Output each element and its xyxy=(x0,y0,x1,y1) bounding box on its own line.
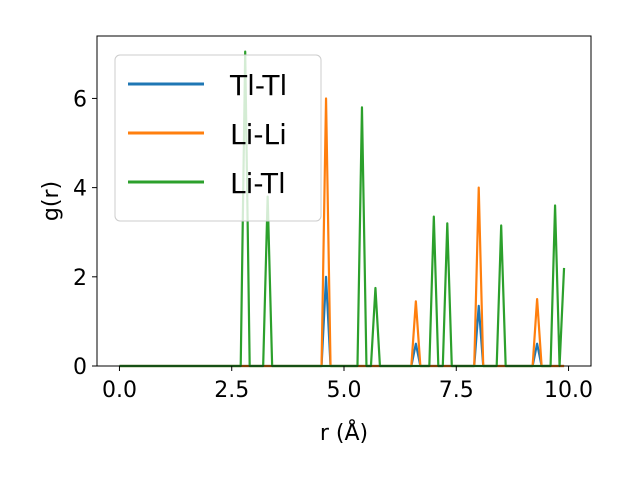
legend-box xyxy=(114,54,322,222)
y-tick-label: 6 xyxy=(73,87,87,112)
legend-label-li-li: Li-Li xyxy=(230,118,287,151)
x-axis: 0.0 2.5 5.0 7.5 10.0 xyxy=(102,366,593,403)
y-axis-label: g(r) xyxy=(39,181,64,221)
x-tick-label: 7.5 xyxy=(439,378,474,403)
y-tick-label: 0 xyxy=(73,355,87,380)
y-tick-label: 2 xyxy=(73,266,87,291)
y-tick-label: 4 xyxy=(73,177,87,202)
x-tick-label: 0.0 xyxy=(102,378,137,403)
x-axis-label: r (Å) xyxy=(320,419,368,446)
x-tick-label: 5.0 xyxy=(327,378,362,403)
legend-label-li-tl: Li-Tl xyxy=(230,167,286,200)
x-tick-label: 10.0 xyxy=(544,378,593,403)
y-axis: 0 2 4 6 xyxy=(73,87,97,380)
legend-label-tl-tl: Tl-Tl xyxy=(229,69,287,102)
legend: Tl-Tl Li-Li Li-Tl xyxy=(114,54,322,222)
x-tick-label: 2.5 xyxy=(214,378,249,403)
